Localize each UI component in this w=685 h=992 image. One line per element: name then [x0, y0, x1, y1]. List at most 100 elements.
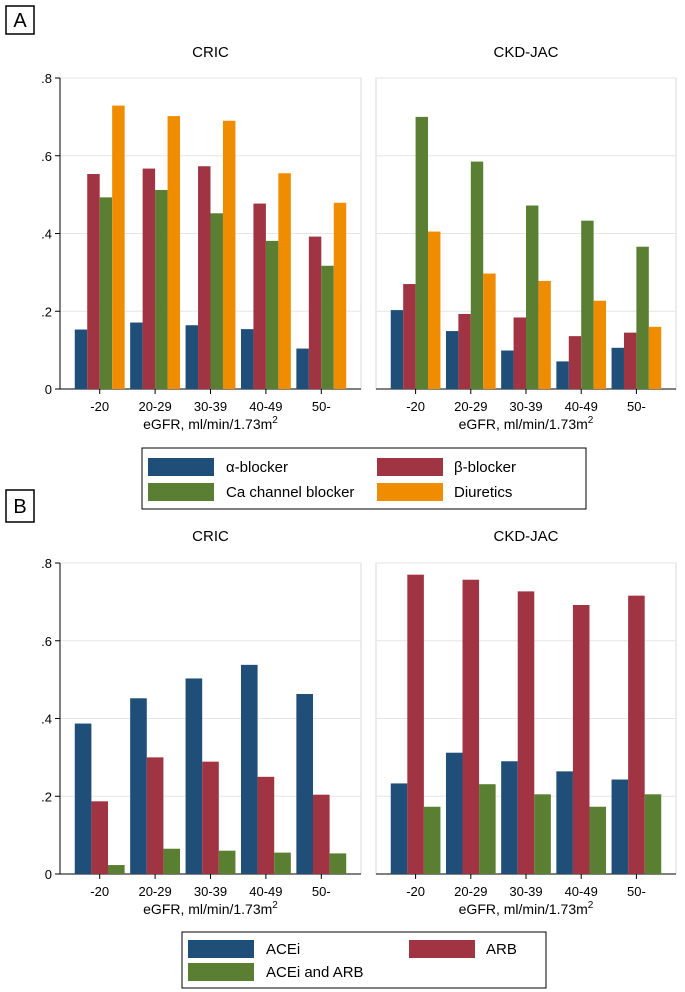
legend-label: α-blocker	[226, 459, 288, 476]
x-axis-label: eGFR, ml/min/1.73m2	[459, 415, 594, 432]
x-tick-label: 40-49	[249, 884, 282, 899]
bar-acei-and-arb--20	[108, 865, 125, 874]
bar-acei-and-arb-40-49	[274, 852, 291, 874]
bar-ca-channel-blocker-30-39	[526, 205, 539, 389]
bar-acei--20	[74, 723, 92, 874]
legend-swatch-diuretics	[377, 483, 443, 501]
legend-swatch-arb	[409, 940, 475, 958]
facet-title: CKD-JAC	[493, 528, 558, 545]
bar--blocker-40-49	[568, 336, 582, 389]
x-tick-label: 40-49	[565, 399, 598, 414]
bar--blocker--20	[403, 284, 416, 389]
x-axis-label-superscript: 2	[588, 415, 594, 426]
bar-ca-channel-blocker-40-49	[581, 220, 594, 389]
bar--blocker-30-39	[185, 325, 199, 389]
bar-diuretics--20	[112, 105, 125, 389]
bar-diuretics-30-39	[538, 280, 551, 389]
bar-ca-channel-blocker-40-49	[265, 240, 279, 389]
x-tick-label: 50-	[627, 884, 646, 899]
bar-ca-channel-blocker-20-29	[155, 189, 168, 389]
bar-acei-and-arb-30-39	[534, 794, 551, 874]
y-tick-label: 0	[45, 867, 52, 882]
x-axis-label: eGFR, ml/min/1.73m2	[459, 900, 594, 917]
panel-a: A 0 .2 .4 .6 .8 CRIC -20 20-29 30-39 40-49 50- eGFR,…	[5, 5, 677, 510]
x-tick-label: 50-	[627, 399, 646, 414]
legend-label: β-blocker	[454, 459, 516, 476]
bar--blocker-50-	[296, 348, 309, 389]
x-axis-label-superscript: 2	[272, 415, 278, 426]
bar-acei-50-	[296, 694, 313, 874]
panel-b: B 0 .2 .4 .6 .8 CRIC -20 20-29 30-39 40-49 50- eGFR,…	[5, 489, 677, 989]
bar--blocker--20	[390, 310, 404, 389]
bar--blocker--20	[87, 174, 100, 389]
bar-diuretics-50-	[333, 202, 347, 389]
x-tick-label: 40-49	[249, 399, 282, 414]
x-tick-label: -20	[90, 884, 109, 899]
x-axis-label-text: eGFR, ml/min/1.73m	[143, 416, 272, 432]
legend-label: ACEi and ARB	[266, 964, 364, 981]
bar-ca-channel-blocker--20	[99, 197, 113, 389]
bar--blocker-40-49	[556, 361, 569, 389]
bar-arb-30-39	[202, 761, 219, 874]
legend-swatch-acei-and-arb	[188, 963, 254, 981]
bar-acei-and-arb-50-	[644, 794, 662, 874]
bar-diuretics-50-	[648, 326, 662, 389]
x-tick-label: -20	[406, 884, 425, 899]
x-axis-label: eGFR, ml/min/1.73m2	[143, 900, 278, 917]
y-tick-label: .2	[41, 789, 52, 804]
bar-ca-channel-blocker-50-	[321, 265, 334, 389]
legend-swatch-ca-channel-blocker	[148, 483, 214, 501]
x-tick-label: 50-	[312, 399, 331, 414]
bar-diuretics-20-29	[167, 116, 181, 389]
facet-cric: 0 .2 .4 .6 .8 CRIC -20 20-29 30-39 40-49 50- eGFR, …	[41, 44, 362, 432]
bar-arb-50-	[628, 595, 645, 874]
bar-acei-and-arb--20	[423, 806, 441, 874]
bar-acei-20-29	[445, 752, 463, 874]
legend: α-blocker β-blocker Ca channel blocker Diur…	[141, 447, 587, 510]
bar-ca-channel-blocker-50-	[636, 246, 649, 389]
y-tick-label: .4	[41, 712, 52, 727]
x-axis-label-text: eGFR, ml/min/1.73m	[459, 416, 588, 432]
bar-acei-40-49	[556, 771, 573, 874]
bar--blocker-20-29	[130, 322, 143, 389]
x-tick-label: 30-39	[194, 884, 227, 899]
bar-arb--20	[407, 574, 424, 874]
facet-ckd-jac: CKD-JAC -20 20-29 30-39 40-49 50- eGFR, ml/min…	[375, 528, 677, 917]
y-tick-label: 0	[45, 382, 52, 397]
x-tick-label: -20	[90, 399, 109, 414]
legend-label: ACEi	[266, 941, 300, 958]
bar-arb-40-49	[572, 604, 590, 874]
x-axis-label-text: eGFR, ml/min/1.73m	[143, 901, 272, 917]
bar-diuretics-30-39	[222, 120, 236, 389]
y-tick-label: .6	[41, 149, 52, 164]
facet-title: CKD-JAC	[493, 44, 558, 61]
panel-letter: B	[13, 496, 26, 518]
panel-letter-box	[5, 489, 35, 523]
bar--blocker-50-	[611, 347, 624, 389]
legend-box	[141, 447, 587, 510]
facet-title: CRIC	[192, 528, 229, 545]
bar-acei-20-29	[130, 698, 147, 874]
bar-arb-40-49	[257, 776, 275, 874]
bar-acei-and-arb-20-29	[479, 784, 496, 874]
bar-arb-50-	[312, 794, 330, 874]
bar--blocker-50-	[308, 236, 322, 389]
panel-letter-box	[5, 5, 35, 35]
bar--blocker-20-29	[142, 168, 156, 389]
bar-arb-20-29	[462, 579, 480, 874]
bar--blocker-30-39	[513, 317, 526, 389]
y-tick-label: .8	[41, 71, 52, 86]
x-axis-label-superscript: 2	[588, 900, 594, 911]
bar--blocker-40-49	[253, 203, 266, 389]
y-tick-label: .2	[41, 304, 52, 319]
bar--blocker-50-	[623, 332, 637, 389]
facet-title: CRIC	[192, 44, 229, 61]
bar-diuretics--20	[428, 231, 441, 389]
panel-letter: A	[13, 10, 27, 32]
legend-swatch-acei	[188, 940, 254, 958]
legend-label: Ca channel blocker	[226, 484, 354, 501]
x-axis-label-superscript: 2	[272, 900, 278, 911]
x-tick-label: 30-39	[194, 399, 227, 414]
facet-cric: 0 .2 .4 .6 .8 CRIC -20 20-29 30-39 40-49 50- eGFR, …	[41, 528, 362, 917]
bar-acei--20	[390, 783, 408, 874]
